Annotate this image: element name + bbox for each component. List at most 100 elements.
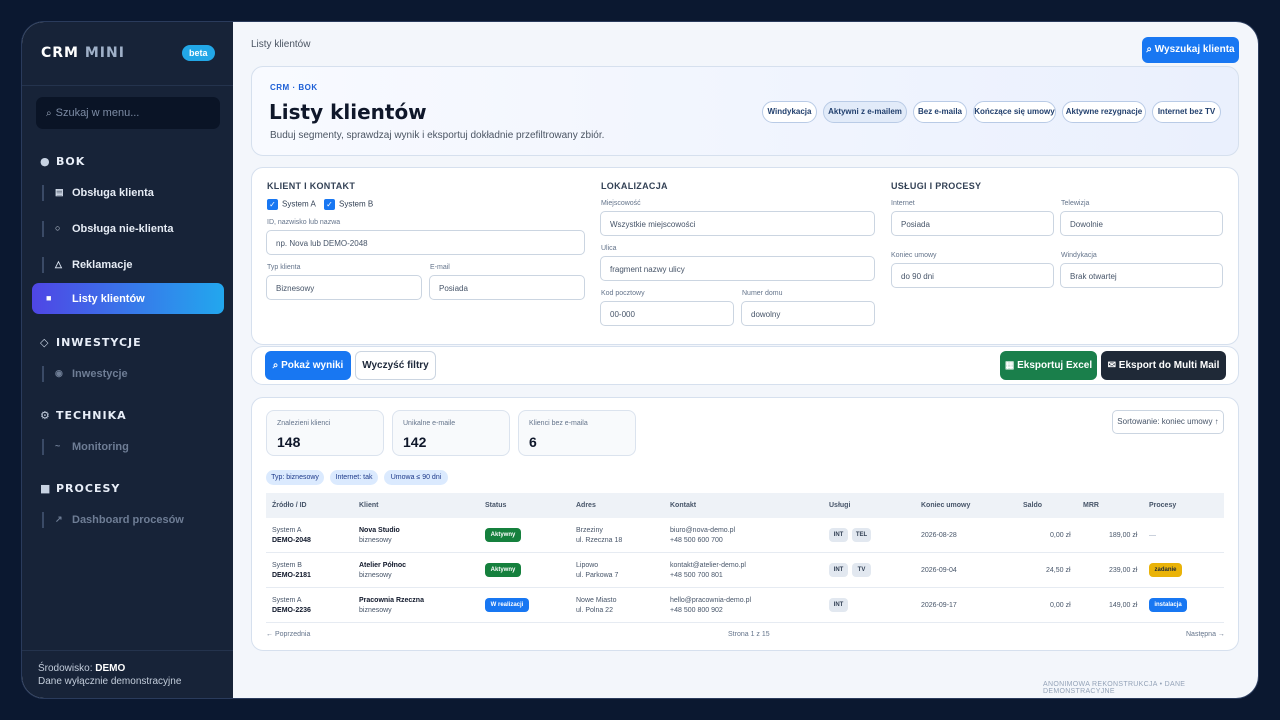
preset-windykacja[interactable]: Windykacja	[762, 101, 817, 123]
system-b-checkbox[interactable]: ✓ System B	[324, 199, 373, 210]
circle-icon: ●	[40, 155, 51, 168]
process-badge[interactable]: instalacja	[1149, 598, 1187, 612]
email-label: E-mail	[430, 264, 450, 271]
service-badge: INT	[829, 563, 848, 577]
diamond-icon: ◇	[40, 336, 50, 349]
section-inwestycje[interactable]: ◇ INWESTYCJE	[40, 336, 142, 349]
square-icon: ■	[40, 482, 52, 495]
service-badge: INT	[829, 528, 848, 542]
warning-icon: △	[55, 259, 62, 269]
location-heading: LOKALIZACJA	[601, 181, 668, 191]
column-header[interactable]: Kontakt	[670, 502, 697, 509]
page-indicator: Strona 1 z 15	[728, 631, 770, 638]
breadcrumb: Listy klientów	[251, 39, 311, 50]
status-badge: Aktywny	[485, 528, 521, 542]
type-select[interactable]: Biznesowy	[266, 275, 422, 300]
tv-select[interactable]: Dowolnie	[1060, 211, 1223, 236]
preset-konczace-umowy[interactable]: Kończące się umowy	[973, 101, 1056, 123]
internet-label: Internet	[891, 200, 915, 207]
section-bok[interactable]: ● BOK	[40, 155, 86, 168]
street-label: Ulica	[601, 245, 617, 252]
service-badge: TV	[852, 563, 871, 577]
column-header[interactable]: Klient	[359, 502, 379, 509]
app-window: CRM MINI beta ⌕ Szukaj w menu... ● BOK ▤ Ob…	[22, 22, 1258, 698]
search-icon: ⌕	[46, 108, 52, 119]
email-link[interactable]: kontakt@atelier-demo.pl	[670, 562, 746, 569]
tv-label: Telewizja	[1061, 200, 1090, 207]
divider	[22, 650, 233, 651]
page-subtitle: Buduj segmenty, sprawdzaj wynik i ekspor…	[270, 130, 605, 141]
table-row[interactable]: System B DEMO-2181 Atelier Północ biznes…	[266, 553, 1224, 588]
card-icon: ▤	[55, 187, 64, 197]
phone-link[interactable]: +48 500 800 902	[670, 607, 723, 614]
contract-select[interactable]: do 90 dni	[891, 263, 1054, 288]
pulse-icon: ~	[55, 441, 61, 451]
id-input[interactable]: np. Nova lub DEMO-2048	[266, 230, 585, 255]
page-kicker: CRM · BOK	[270, 83, 318, 92]
phone-link[interactable]: +48 500 700 801	[670, 572, 723, 579]
active-filter-tag[interactable]: Typ: biznesowy	[266, 470, 324, 485]
search-client-button[interactable]: ⌕ Wyszukaj klienta	[1142, 37, 1239, 63]
street-input[interactable]: fragment nazwy ulicy	[600, 256, 875, 281]
column-header[interactable]: Usługi	[829, 502, 851, 509]
sidebar: CRM MINI beta ⌕ Szukaj w menu... ● BOK ▤ Ob…	[22, 22, 233, 698]
coin-icon: ◉	[55, 368, 63, 378]
debt-select[interactable]: Brak otwartej	[1060, 263, 1223, 288]
menu-search-input[interactable]: ⌕ Szukaj w menu...	[36, 97, 220, 129]
column-header[interactable]: MRR	[1083, 502, 1099, 509]
house-input[interactable]: dowolny	[741, 301, 875, 326]
email-link[interactable]: hello@pracownia-demo.pl	[670, 597, 752, 604]
internet-select[interactable]: Posiada	[891, 211, 1054, 236]
house-label: Numer domu	[742, 290, 783, 297]
prev-page-link[interactable]: ← Poprzednia	[266, 631, 311, 638]
system-a-checkbox[interactable]: ✓ System A	[267, 199, 316, 210]
preset-bez-emaila[interactable]: Bez e-maila	[913, 101, 967, 123]
clear-filters-button[interactable]: Wyczyść filtry	[355, 351, 436, 380]
sidebar-item-listy-klientow[interactable]: ■ Listy klientów	[32, 283, 224, 314]
service-badge: TEL	[852, 528, 871, 542]
section-technika[interactable]: ⚙ TECHNIKA	[40, 409, 127, 422]
id-label: ID, nazwisko lub nazwa	[267, 219, 341, 226]
trend-icon: ↗	[55, 514, 63, 524]
process-badge[interactable]: zadanie	[1149, 563, 1182, 577]
column-header[interactable]: Saldo	[1023, 502, 1043, 509]
email-link[interactable]: biuro@nova-demo.pl	[670, 527, 736, 534]
section-procesy[interactable]: ■ PROCESY	[40, 482, 121, 495]
active-filter-tag[interactable]: Umowa ≤ 90 dni	[384, 470, 448, 485]
preset-internet-bez-tv[interactable]: Internet bez TV	[1152, 101, 1221, 123]
email-select[interactable]: Posiada	[429, 275, 585, 300]
active-filter-tag[interactable]: Internet: tak	[330, 470, 378, 485]
next-page-link[interactable]: Następna →	[1186, 631, 1225, 638]
show-results-button[interactable]: ⌕ Pokaż wyniki	[265, 351, 351, 380]
filters-panel: KLIENT I KONTAKT ✓ System A ✓ System B ID,…	[251, 167, 1239, 345]
beta-badge: beta	[182, 45, 215, 61]
column-header[interactable]: Źródło / ID	[272, 502, 307, 509]
table-row[interactable]: System A DEMO-2048 Nova Studio biznesowy…	[266, 518, 1224, 553]
actions-bar: ⌕ Pokaż wyniki Wyczyść filtry ▦ Eksportu…	[251, 346, 1239, 385]
column-header[interactable]: Adres	[576, 502, 596, 509]
gear-icon: ⚙	[40, 409, 51, 422]
export-excel-button[interactable]: ▦ Eksportuj Excel	[1000, 351, 1097, 380]
contract-label: Koniec umowy	[891, 252, 937, 259]
column-header[interactable]: Status	[485, 502, 507, 509]
status-badge: W realizacji	[485, 598, 529, 612]
environment-info: Środowisko: DEMO Dane wyłącznie demonstr…	[38, 663, 182, 687]
column-header[interactable]: Procesy	[1149, 502, 1177, 509]
page-header: CRM · BOK Listy klientów Buduj segmenty,…	[251, 66, 1239, 156]
client-heading: KLIENT I KONTAKT	[267, 181, 356, 191]
divider	[22, 85, 233, 86]
zip-input[interactable]: 00-000	[600, 301, 734, 326]
sort-select[interactable]: Sortowanie: koniec umowy ↑	[1112, 410, 1224, 434]
preset-aktywni-z-emailem[interactable]: Aktywni z e-mailem	[823, 101, 907, 123]
zip-label: Kod pocztowy	[601, 290, 645, 297]
stat-no-email: Klienci bez e-maila 6	[518, 410, 636, 456]
type-label: Typ klienta	[267, 264, 301, 271]
preset-aktywne-rezygnacje[interactable]: Aktywne rezygnacje	[1062, 101, 1146, 123]
city-select[interactable]: Wszystkie miejscowości	[600, 211, 875, 236]
table-row[interactable]: System A DEMO-2236 Pracownia Rzeczna biz…	[266, 588, 1224, 623]
export-multimail-button[interactable]: ✉ Eksport do Multi Mail	[1101, 351, 1226, 380]
phone-link[interactable]: +48 500 600 700	[670, 537, 723, 544]
stat-found: Znalezieni klienci 148	[266, 410, 384, 456]
column-header[interactable]: Koniec umowy	[921, 502, 971, 509]
main-content: Listy klientów ⌕ Wyszukaj klienta CRM · …	[233, 22, 1258, 698]
